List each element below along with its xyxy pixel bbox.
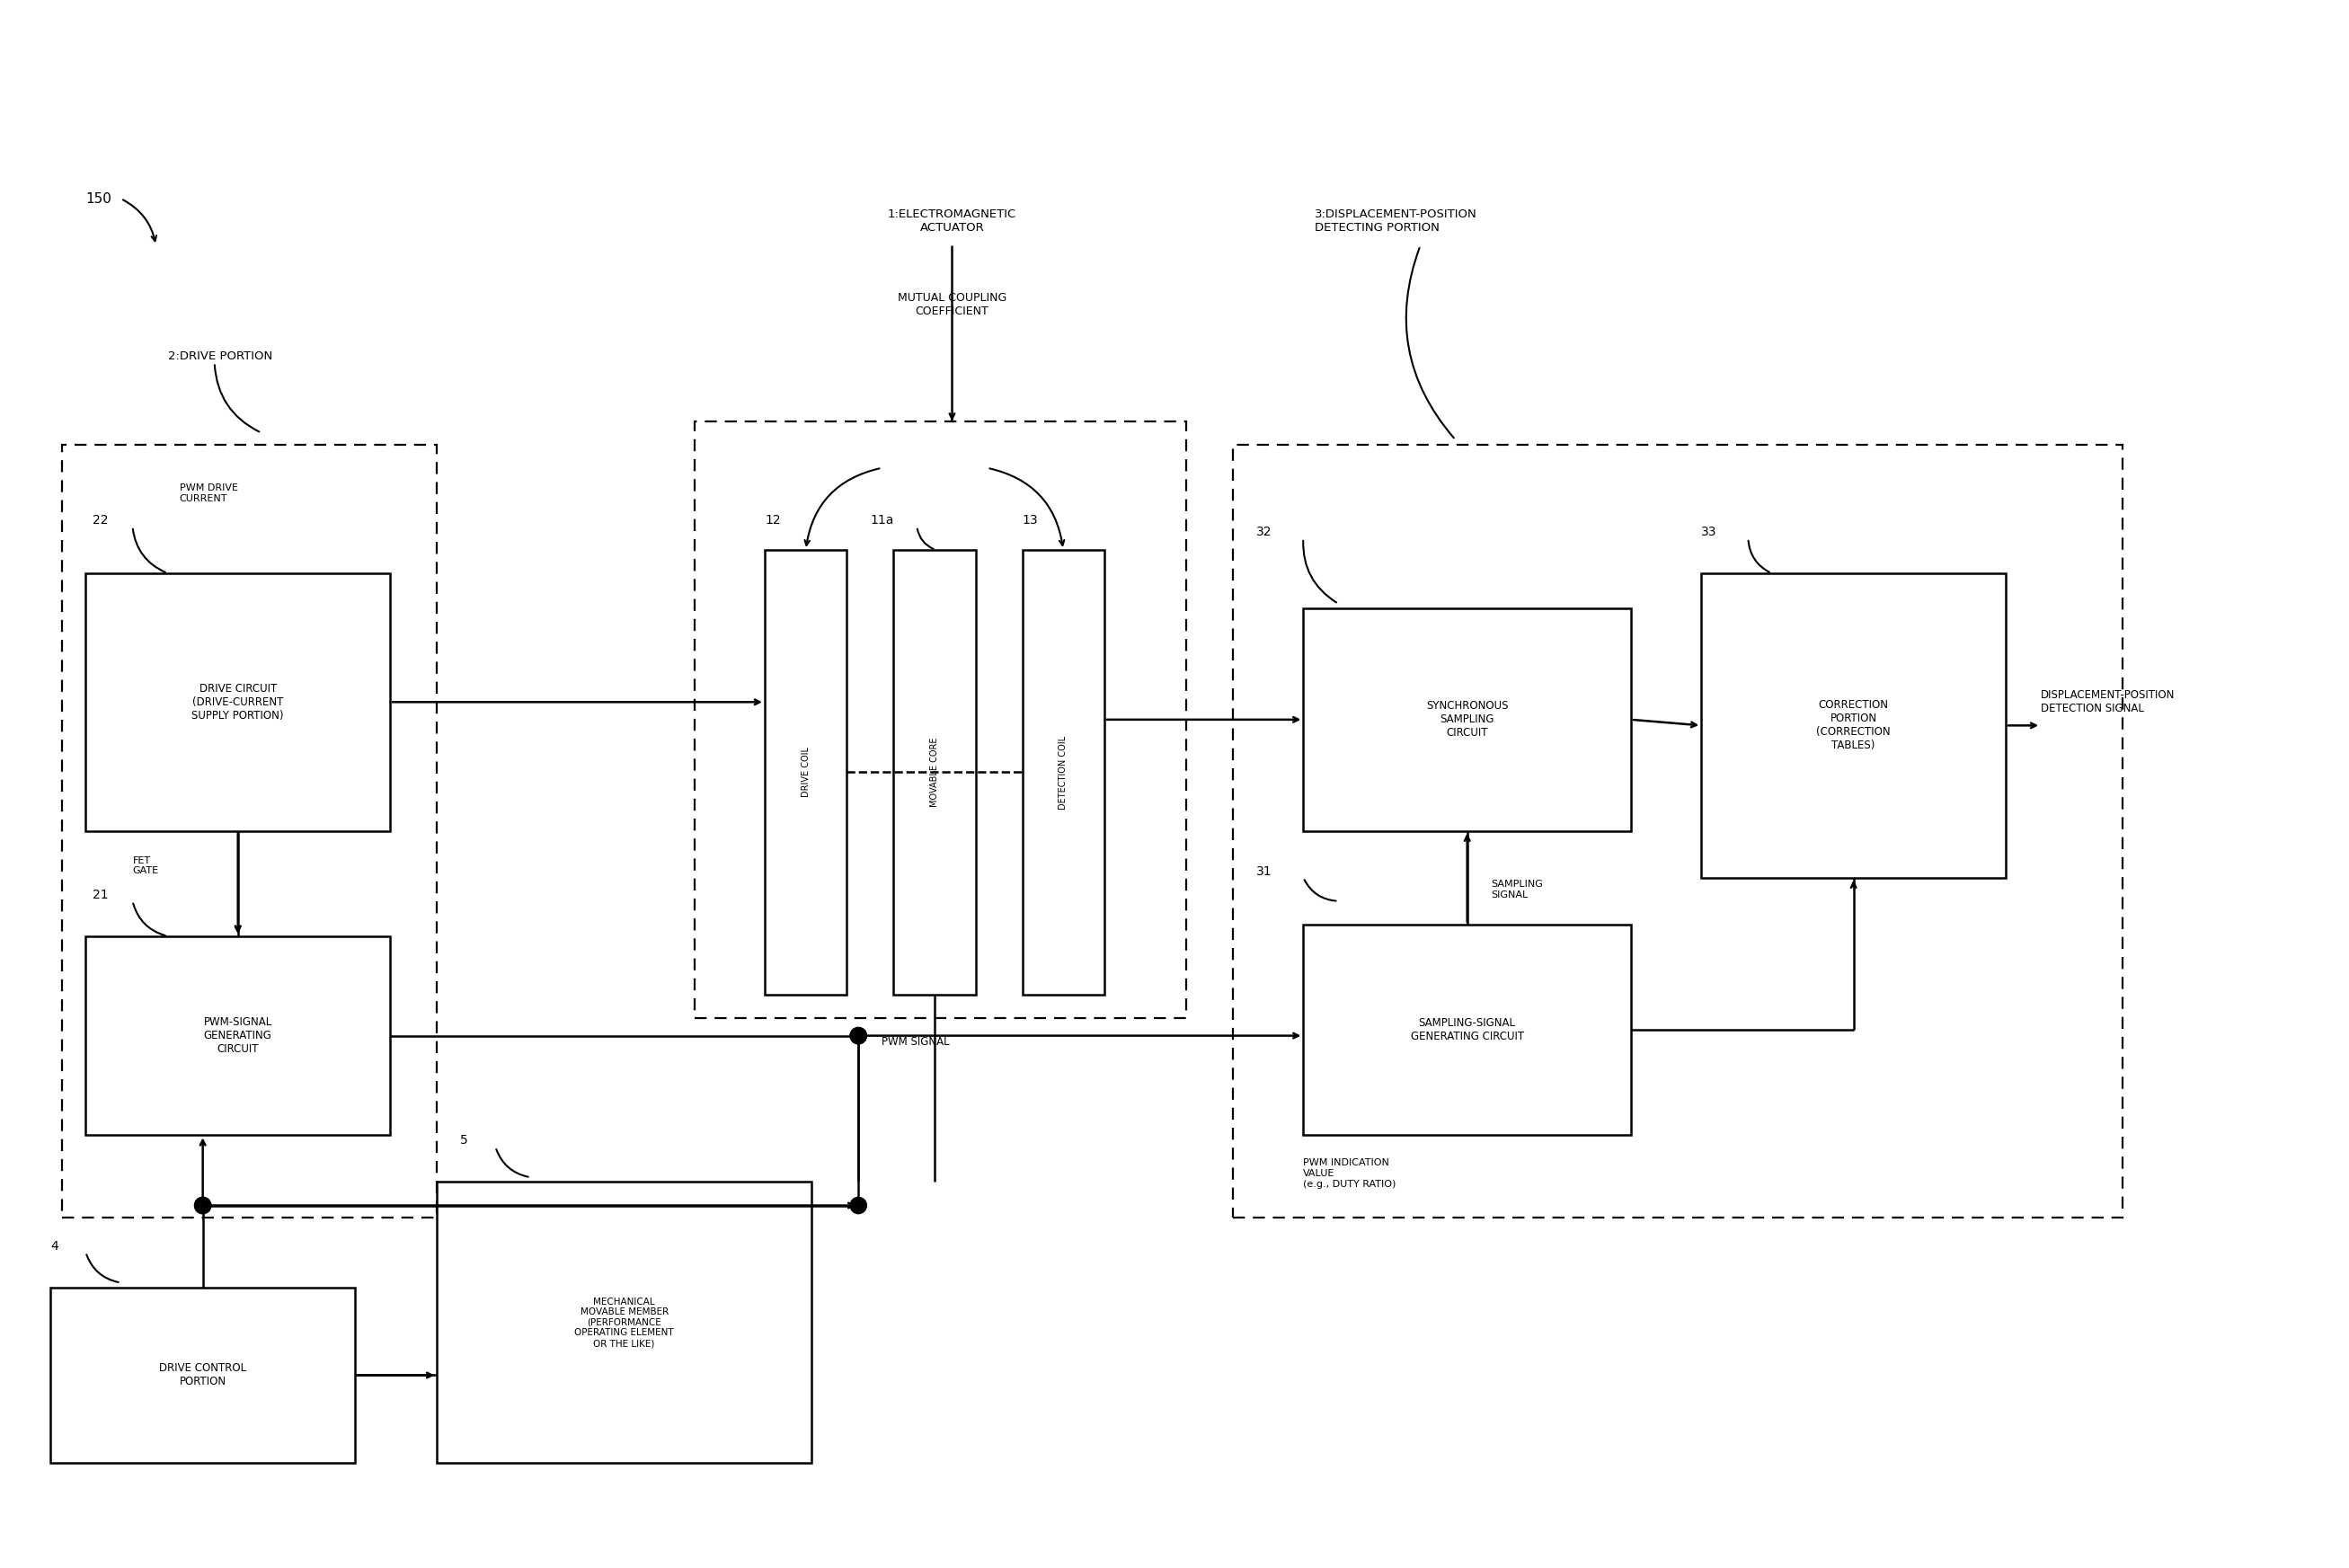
Text: SYNCHRONOUS
SAMPLING
CIRCUIT: SYNCHRONOUS SAMPLING CIRCUIT bbox=[1426, 701, 1508, 739]
Text: DRIVE COIL: DRIVE COIL bbox=[801, 746, 810, 798]
Text: 33: 33 bbox=[1701, 525, 1717, 538]
Text: 1:ELECTROMAGNETIC
ACTUATOR: 1:ELECTROMAGNETIC ACTUATOR bbox=[888, 209, 1017, 234]
Text: PWM-SIGNAL
GENERATING
CIRCUIT: PWM-SIGNAL GENERATING CIRCUIT bbox=[204, 1016, 272, 1055]
Text: 3:DISPLACEMENT-POSITION
DETECTING PORTION: 3:DISPLACEMENT-POSITION DETECTING PORTIO… bbox=[1315, 209, 1478, 234]
Circle shape bbox=[850, 1027, 867, 1044]
Text: 4: 4 bbox=[52, 1240, 59, 1253]
Circle shape bbox=[195, 1198, 211, 1214]
Bar bbox=[437, 1182, 810, 1463]
Bar bbox=[893, 550, 975, 994]
Text: DRIVE CONTROL
PORTION: DRIVE CONTROL PORTION bbox=[160, 1363, 247, 1388]
Text: MUTUAL COUPLING
COEFFICIENT: MUTUAL COUPLING COEFFICIENT bbox=[897, 292, 1005, 317]
Bar bbox=[1022, 550, 1104, 994]
Bar bbox=[63, 444, 437, 1217]
Text: 32: 32 bbox=[1257, 525, 1273, 538]
Bar bbox=[1304, 925, 1630, 1135]
Text: CORRECTION
PORTION
(CORRECTION
TABLES): CORRECTION PORTION (CORRECTION TABLES) bbox=[1816, 699, 1891, 751]
Text: 12: 12 bbox=[766, 514, 780, 527]
Text: SAMPLING
SIGNAL: SAMPLING SIGNAL bbox=[1492, 880, 1543, 898]
Circle shape bbox=[195, 1198, 211, 1214]
Text: MOVABLE CORE: MOVABLE CORE bbox=[930, 737, 940, 808]
Bar bbox=[1701, 574, 2006, 878]
Text: DISPLACEMENT-POSITION
DETECTION SIGNAL: DISPLACEMENT-POSITION DETECTION SIGNAL bbox=[2041, 690, 2175, 715]
Text: PWM INDICATION
VALUE
(e.g., DUTY RATIO): PWM INDICATION VALUE (e.g., DUTY RATIO) bbox=[1304, 1159, 1395, 1189]
Text: 5: 5 bbox=[460, 1134, 467, 1146]
Bar bbox=[85, 574, 390, 831]
Text: 150: 150 bbox=[85, 191, 113, 205]
Circle shape bbox=[850, 1198, 867, 1214]
Text: PWM DRIVE
CURRENT: PWM DRIVE CURRENT bbox=[179, 483, 237, 503]
Text: SAMPLING-SIGNAL
GENERATING CIRCUIT: SAMPLING-SIGNAL GENERATING CIRCUIT bbox=[1409, 1018, 1525, 1043]
Text: DRIVE CIRCUIT
(DRIVE-CURRENT
SUPPLY PORTION): DRIVE CIRCUIT (DRIVE-CURRENT SUPPLY PORT… bbox=[193, 682, 284, 721]
Bar bbox=[695, 422, 1186, 1018]
Text: 22: 22 bbox=[92, 514, 108, 527]
Text: 21: 21 bbox=[92, 889, 108, 902]
Text: 11a: 11a bbox=[869, 514, 895, 527]
Text: 31: 31 bbox=[1257, 866, 1273, 878]
Text: PWM SIGNAL: PWM SIGNAL bbox=[881, 1036, 949, 1047]
Circle shape bbox=[850, 1027, 867, 1044]
Bar bbox=[1304, 608, 1630, 831]
Bar bbox=[85, 936, 390, 1135]
Bar bbox=[52, 1287, 355, 1463]
Text: MECHANICAL
MOVABLE MEMBER
(PERFORMANCE
OPERATING ELEMENT
OR THE LIKE): MECHANICAL MOVABLE MEMBER (PERFORMANCE O… bbox=[576, 1297, 674, 1348]
Text: 2:DRIVE PORTION: 2:DRIVE PORTION bbox=[167, 351, 272, 362]
Text: DETECTION COIL: DETECTION COIL bbox=[1059, 735, 1069, 809]
Text: FET
GATE: FET GATE bbox=[132, 856, 160, 875]
Bar bbox=[766, 550, 846, 994]
Text: 13: 13 bbox=[1022, 514, 1038, 527]
Bar bbox=[1233, 444, 2123, 1217]
